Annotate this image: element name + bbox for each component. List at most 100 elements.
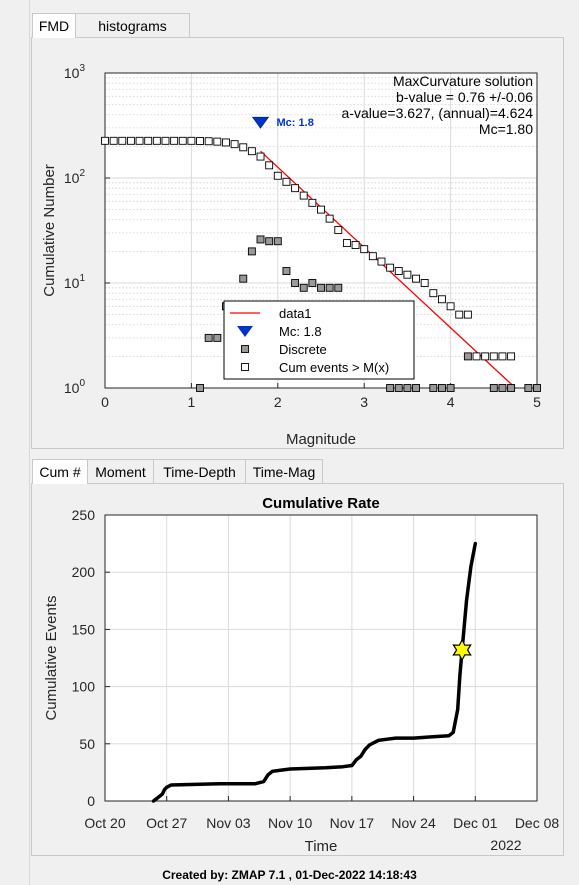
- cum-axes-box: [104, 514, 538, 802]
- discrete-point: [204, 333, 213, 342]
- cum-events-point: [170, 136, 179, 145]
- cum-events-point: [222, 138, 230, 147]
- cum-events-point: [230, 140, 239, 149]
- cum-x-tick-label: Nov 24: [391, 815, 436, 831]
- cum-events-point: [507, 352, 516, 361]
- cum-events-point: [317, 205, 325, 214]
- discrete-point: [273, 237, 282, 246]
- cum-events-point: [273, 171, 282, 180]
- cum-events-point: [213, 137, 222, 146]
- fmd-annotation-line: b-value = 0.76 +/-0.06: [396, 89, 533, 105]
- cum-events-point: [308, 198, 317, 207]
- legend-entry-label: Discrete: [279, 342, 327, 357]
- cum-y-tick-label: 150: [72, 621, 96, 637]
- cumrate-panel: Cumulative Rate Oct 20 Oct 27 Nov 03 Nov 10 N…: [31, 483, 564, 856]
- cum-events-point: [144, 136, 153, 145]
- fmd-panel: 0 1 2 3 4 5 100 101 102 103 Magnitude Cumulative Nu…: [31, 37, 564, 449]
- fmd-x-axis-label: Magnitude: [286, 431, 356, 448]
- cum-events-point: [438, 295, 446, 304]
- cum-events-point: [412, 274, 420, 283]
- discrete-point: [498, 384, 507, 392]
- cum-events-point: [126, 136, 135, 145]
- discrete-point: [299, 283, 308, 292]
- cum-events-point: [429, 289, 438, 298]
- mc-marker: [251, 116, 270, 129]
- cum-events-point: [118, 136, 127, 145]
- cum-events-point: [342, 239, 351, 248]
- fmd-chart: 0 1 2 3 4 5 100 101 102 103 Magnitude Cumulative Nu…: [41, 63, 541, 448]
- cum-events-point: [247, 147, 256, 156]
- cum-y-tick-label: 50: [79, 736, 95, 752]
- cum-events-point: [101, 136, 109, 145]
- fmd-x-tick-label: 5: [533, 394, 541, 410]
- discrete-point: [438, 384, 446, 392]
- fmd-axes-box: [104, 72, 538, 389]
- cum-events-point: [178, 136, 187, 145]
- legend-cum-swatch: [241, 363, 249, 371]
- fmd-y-tick-label: 102: [64, 168, 86, 186]
- fmd-annotation-line: MaxCurvature solution: [393, 73, 533, 89]
- bottom-tab-bar: Cum # Moment Time-Depth Time-Mag: [32, 459, 332, 484]
- discrete-point: [334, 283, 343, 292]
- discrete-point: [446, 384, 455, 392]
- left-panel-edge: [0, 0, 30, 885]
- cum-y-tick-label: 250: [72, 507, 96, 523]
- cum-events-point: [325, 214, 334, 223]
- footer-credit: Created by: ZMAP 7.1 , 01-Dec-2022 14:18…: [162, 868, 417, 882]
- legend-discrete-swatch: [241, 345, 249, 353]
- fmd-legend: data1 Mc: 1.8 Discrete Cum events > M(x): [223, 300, 415, 380]
- tab-time-depth[interactable]: Time-Depth: [153, 459, 246, 483]
- legend-entry-label: data1: [279, 306, 312, 321]
- discrete-point: [463, 352, 472, 361]
- cum-x-tick-label: Oct 27: [146, 815, 187, 831]
- discrete-point: [308, 279, 317, 287]
- discrete-point: [524, 384, 533, 392]
- cum-events-point: [386, 263, 395, 272]
- discrete-point: [213, 333, 222, 342]
- discrete-point: [394, 384, 403, 392]
- legend-entry-label: Mc: 1.8: [279, 324, 322, 339]
- cum-events-point: [291, 184, 300, 193]
- cum-events-point: [481, 352, 490, 361]
- tab-histograms[interactable]: histograms: [75, 13, 190, 37]
- tab-moment[interactable]: Moment: [87, 459, 154, 483]
- cum-events-point: [161, 136, 170, 145]
- cum-y-axis-label: Cumulative Events: [43, 595, 60, 720]
- discrete-point: [317, 283, 325, 292]
- cum-events-point: [187, 136, 196, 145]
- cum-events-point: [394, 267, 403, 275]
- cum-events-point: [489, 352, 498, 361]
- fmd-x-tick-label: 0: [101, 394, 109, 410]
- cum-chart-title: Cumulative Rate: [262, 495, 380, 512]
- cum-events-point: [239, 143, 248, 152]
- mc-label: Mc: 1.8: [277, 117, 314, 129]
- cum-x-axis-label: Time: [305, 838, 338, 855]
- cum-x-tick-label: Dec 08: [515, 815, 560, 831]
- cum-events-point: [282, 177, 291, 186]
- discrete-point: [507, 384, 516, 392]
- discrete-point: [429, 384, 438, 392]
- fmd-x-tick-label: 1: [188, 394, 196, 410]
- discrete-point: [386, 384, 395, 392]
- fmd-legend-box: [223, 300, 415, 380]
- tab-time-mag[interactable]: Time-Mag: [245, 459, 323, 483]
- discrete-point: [265, 237, 274, 246]
- legend-mc-swatch: [237, 326, 253, 337]
- top-tab-bar: FMD histograms: [32, 13, 232, 38]
- cum-events-point: [463, 310, 472, 319]
- fmd-annotation-line: Mc=1.80: [479, 121, 533, 137]
- cum-events-point: [455, 310, 464, 319]
- cum-y-tick-label: 100: [72, 679, 96, 695]
- tab-cum[interactable]: Cum #: [32, 459, 88, 484]
- cum-x-tick-label: Oct 20: [84, 815, 125, 831]
- cum-events-point: [360, 245, 369, 254]
- discrete-point: [196, 384, 204, 392]
- star-marker: [452, 638, 472, 662]
- cum-events-point: [472, 352, 481, 361]
- cum-events-point: [351, 241, 360, 249]
- discrete-point: [239, 274, 248, 283]
- tab-fmd[interactable]: FMD: [32, 13, 76, 38]
- cumulative-rate-chart: Cumulative Rate Oct 20 Oct 27 Nov 03 Nov 10 N…: [43, 495, 560, 855]
- cum-events-point: [403, 270, 412, 279]
- cum-x-tick-label: Nov 03: [206, 815, 251, 831]
